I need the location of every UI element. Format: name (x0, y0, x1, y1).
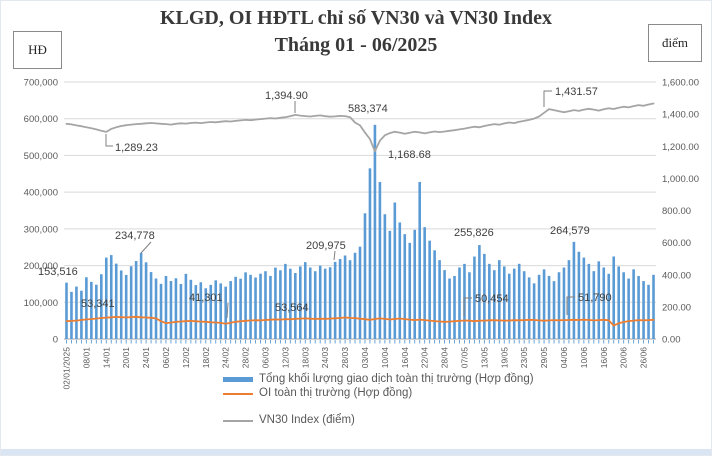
svg-text:10/06: 10/06 (579, 347, 589, 369)
svg-text:06/02: 06/02 (161, 347, 171, 369)
legend-item-vn30-index[interactable]: VN30 Index (điểm) (223, 414, 534, 428)
chart-legend: Tổng khối lượng giao dịch toàn thị trườn… (223, 373, 534, 428)
legend-item-volume[interactable]: Tổng khối lượng giao dịch toàn thị trườn… (223, 373, 534, 387)
svg-text:234,778: 234,778 (115, 230, 155, 242)
bottom-border-strip (1, 449, 711, 455)
svg-text:23/05: 23/05 (519, 347, 529, 369)
svg-text:22/04: 22/04 (420, 347, 430, 369)
svg-text:1,431.57: 1,431.57 (555, 86, 598, 98)
svg-text:600.00: 600.00 (662, 238, 691, 249)
svg-text:07/05: 07/05 (459, 347, 469, 369)
svg-text:13/05: 13/05 (479, 347, 489, 369)
svg-text:26/06: 26/06 (639, 347, 649, 369)
svg-text:14/01: 14/01 (101, 347, 111, 369)
svg-text:1,394.90: 1,394.90 (265, 90, 308, 102)
svg-text:12/02: 12/02 (181, 347, 191, 369)
svg-text:100,000: 100,000 (24, 298, 58, 309)
svg-text:200.00: 200.00 (662, 302, 691, 313)
svg-text:28/02: 28/02 (241, 347, 251, 369)
legend-label-oi: OI toàn thị trường (Hợp đồng) (259, 386, 413, 399)
svg-text:53,564: 53,564 (275, 302, 309, 314)
svg-text:264,579: 264,579 (550, 225, 590, 237)
svg-text:02/01/2025: 02/01/2025 (61, 347, 71, 390)
legend-label-volume: Tổng khối lượng giao dịch toàn thị trườn… (259, 373, 534, 385)
svg-text:1,200.00: 1,200.00 (662, 142, 699, 153)
svg-text:300,000: 300,000 (24, 224, 58, 235)
left-axis-unit-box: HĐ (13, 31, 62, 69)
svg-text:0: 0 (53, 335, 58, 346)
svg-text:1,000.00: 1,000.00 (662, 174, 699, 185)
svg-text:800.00: 800.00 (662, 206, 691, 217)
svg-text:53,341: 53,341 (81, 298, 115, 310)
chart-title: KLGD, OI HĐTL chỉ số VN30 và VN30 Index … (61, 5, 651, 59)
svg-text:18/02: 18/02 (201, 347, 211, 369)
svg-text:18/03: 18/03 (300, 347, 310, 369)
svg-text:20/06: 20/06 (619, 347, 629, 369)
svg-text:24/01: 24/01 (141, 347, 151, 369)
left-axis-unit-label: HĐ (28, 42, 47, 57)
svg-text:16/04: 16/04 (400, 347, 410, 369)
chart-title-line1: KLGD, OI HĐTL chỉ số VN30 và VN30 Index (159, 7, 553, 29)
svg-text:600,000: 600,000 (24, 114, 58, 125)
svg-text:28/04: 28/04 (440, 347, 450, 369)
svg-text:29/05: 29/05 (539, 347, 549, 369)
svg-text:04/06: 04/06 (559, 347, 569, 369)
svg-text:1,400.00: 1,400.00 (662, 110, 699, 121)
svg-text:16/06: 16/06 (599, 347, 609, 369)
chart-title-line2: Tháng 01 - 06/2025 (274, 34, 438, 56)
legend-item-oi[interactable]: OI toàn thị trường (Hợp đồng) (223, 387, 534, 401)
svg-text:24/03: 24/03 (320, 347, 330, 369)
svg-text:255,826: 255,826 (454, 227, 494, 239)
oi-series-swatch-icon (223, 392, 253, 395)
svg-text:41,301: 41,301 (189, 292, 223, 304)
svg-text:51,790: 51,790 (578, 292, 612, 304)
svg-text:06/03: 06/03 (260, 347, 270, 369)
svg-text:28/03: 28/03 (340, 347, 350, 369)
svg-text:1,600.00: 1,600.00 (662, 78, 699, 89)
svg-text:0.00: 0.00 (662, 335, 681, 346)
legend-label-vn30-index: VN30 Index (điểm) (259, 414, 355, 426)
volume-series-swatch-icon (223, 377, 253, 382)
svg-text:50,454: 50,454 (475, 293, 509, 305)
svg-text:24/02: 24/02 (221, 347, 231, 369)
svg-text:583,374: 583,374 (348, 103, 388, 115)
svg-text:12/03: 12/03 (280, 347, 290, 369)
svg-text:209,975: 209,975 (306, 240, 346, 252)
svg-text:153,516: 153,516 (38, 266, 78, 278)
svg-text:200,000: 200,000 (24, 261, 58, 272)
svg-text:400.00: 400.00 (662, 270, 691, 281)
right-axis-unit-label: điểm (662, 35, 688, 50)
svg-text:03/04: 03/04 (360, 347, 370, 369)
svg-text:20/01: 20/01 (121, 347, 131, 369)
svg-text:500,000: 500,000 (24, 151, 58, 162)
right-axis-unit-box: điểm (648, 24, 702, 62)
svg-text:1,289.23: 1,289.23 (115, 142, 158, 154)
svg-text:700,000: 700,000 (24, 78, 58, 89)
vn30-index-series-swatch-icon (223, 420, 253, 422)
svg-text:19/05: 19/05 (499, 347, 509, 369)
svg-text:1,168.68: 1,168.68 (388, 149, 431, 161)
svg-text:10/04: 10/04 (380, 347, 390, 369)
svg-text:08/01: 08/01 (81, 347, 91, 369)
svg-text:400,000: 400,000 (24, 188, 58, 199)
